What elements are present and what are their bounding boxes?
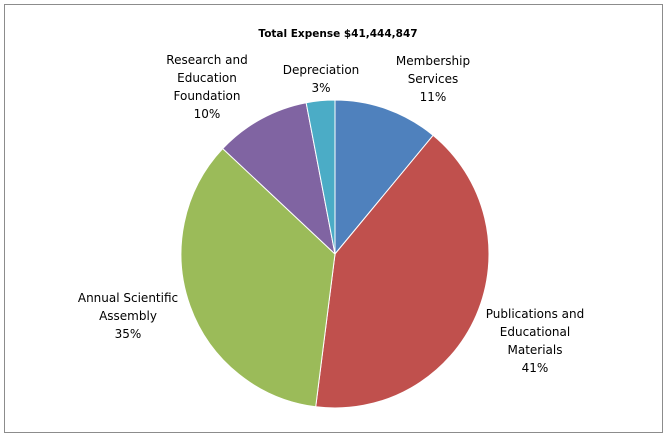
pie-slice-2 (180, 147, 336, 408)
slice-label-line: Education (177, 71, 237, 85)
pie-slice-4 (305, 99, 336, 255)
pie-slices (180, 99, 490, 409)
slice-label-line: Educational (500, 325, 570, 339)
slice-percent: 41% (522, 361, 549, 375)
slice-labels: Membership Services 11% Publications and Edu… (78, 53, 584, 375)
slice-label-line: Materials (507, 343, 562, 357)
slice-label-0: Membership Services 11% (396, 54, 470, 104)
slice-percent: 3% (311, 81, 330, 95)
slice-label-3: Research and Education Foundation 10% (166, 53, 247, 121)
pie-slice-1 (315, 134, 490, 409)
slice-label-1: Publications and Educational Materials 41% (486, 307, 585, 375)
slice-label-2: Annual Scientific Assembly 35% (78, 291, 178, 341)
slice-label-line: Depreciation (283, 63, 360, 77)
slice-label-line: Membership (396, 54, 470, 68)
slice-percent: 10% (194, 107, 221, 121)
slice-label-line: Annual Scientific (78, 291, 178, 305)
slice-label-line: Services (408, 72, 459, 86)
pie-slice-0 (334, 99, 434, 256)
pie-slice-3 (222, 102, 336, 256)
slice-label-4: Depreciation 3% (283, 63, 360, 95)
slice-percent: 11% (420, 90, 447, 104)
slice-label-line: Publications and (486, 307, 585, 321)
slice-label-line: Research and (166, 53, 247, 67)
slice-label-line: Assembly (99, 309, 157, 323)
chart-title: Total Expense $41,444,847 (258, 28, 417, 40)
slice-label-line: Foundation (174, 89, 241, 103)
slice-percent: 35% (115, 327, 142, 341)
